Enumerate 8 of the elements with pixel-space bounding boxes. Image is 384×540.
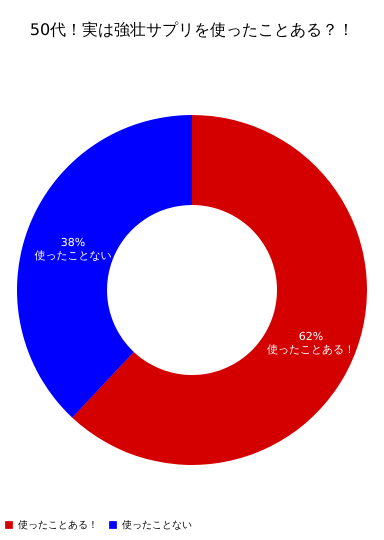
slice-label: 使ったことない bbox=[34, 248, 112, 262]
slice-label: 使ったことある！ bbox=[267, 343, 356, 356]
donut-slice bbox=[17, 115, 192, 418]
data-label: 38% bbox=[60, 236, 86, 249]
data-label: 62% bbox=[298, 330, 324, 344]
chart-title: 50代！実は強壮サプリを使ったことある？！ bbox=[30, 20, 354, 39]
legend-label: 使ったことない bbox=[122, 520, 192, 531]
legend-label: 使ったことある！ bbox=[18, 520, 98, 531]
